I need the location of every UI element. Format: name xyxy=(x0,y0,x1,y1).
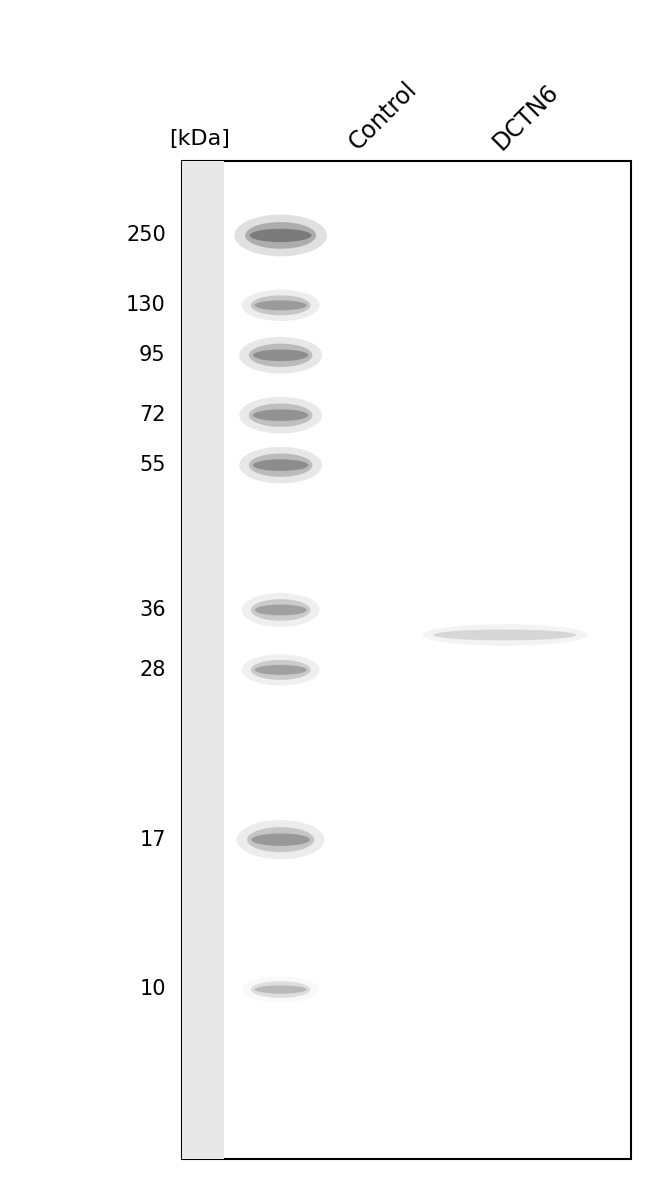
Ellipse shape xyxy=(242,593,320,627)
Ellipse shape xyxy=(434,629,577,641)
Ellipse shape xyxy=(255,301,307,310)
Ellipse shape xyxy=(249,403,313,427)
Text: 130: 130 xyxy=(126,295,166,315)
Ellipse shape xyxy=(249,453,313,477)
Text: 55: 55 xyxy=(139,455,166,476)
Ellipse shape xyxy=(253,409,308,421)
Ellipse shape xyxy=(422,624,587,646)
Ellipse shape xyxy=(251,981,311,998)
Text: 250: 250 xyxy=(126,226,166,245)
Text: 10: 10 xyxy=(139,980,166,1000)
Ellipse shape xyxy=(253,459,308,471)
Ellipse shape xyxy=(252,833,310,845)
Text: 72: 72 xyxy=(139,405,166,426)
Ellipse shape xyxy=(255,986,307,994)
Ellipse shape xyxy=(237,820,324,860)
Ellipse shape xyxy=(235,214,327,257)
Ellipse shape xyxy=(239,397,322,434)
Ellipse shape xyxy=(251,599,311,621)
Ellipse shape xyxy=(251,295,311,315)
Bar xyxy=(182,161,630,1159)
Ellipse shape xyxy=(239,447,322,484)
Ellipse shape xyxy=(242,654,320,686)
Text: Control: Control xyxy=(344,77,422,155)
Ellipse shape xyxy=(242,290,320,321)
Ellipse shape xyxy=(255,665,307,675)
Ellipse shape xyxy=(239,336,322,373)
Ellipse shape xyxy=(251,660,311,680)
Text: DCTN6: DCTN6 xyxy=(488,80,563,155)
Ellipse shape xyxy=(398,618,612,652)
Bar xyxy=(182,161,224,1159)
Ellipse shape xyxy=(245,222,316,249)
Text: [kDa]: [kDa] xyxy=(169,128,230,149)
Text: 17: 17 xyxy=(139,830,166,850)
Ellipse shape xyxy=(253,350,308,361)
Ellipse shape xyxy=(255,604,307,616)
Ellipse shape xyxy=(247,828,315,853)
Text: 36: 36 xyxy=(139,600,166,619)
Ellipse shape xyxy=(250,228,311,243)
Text: 28: 28 xyxy=(139,660,166,680)
Text: 95: 95 xyxy=(139,345,166,365)
Ellipse shape xyxy=(249,344,313,367)
Ellipse shape xyxy=(242,976,320,1002)
